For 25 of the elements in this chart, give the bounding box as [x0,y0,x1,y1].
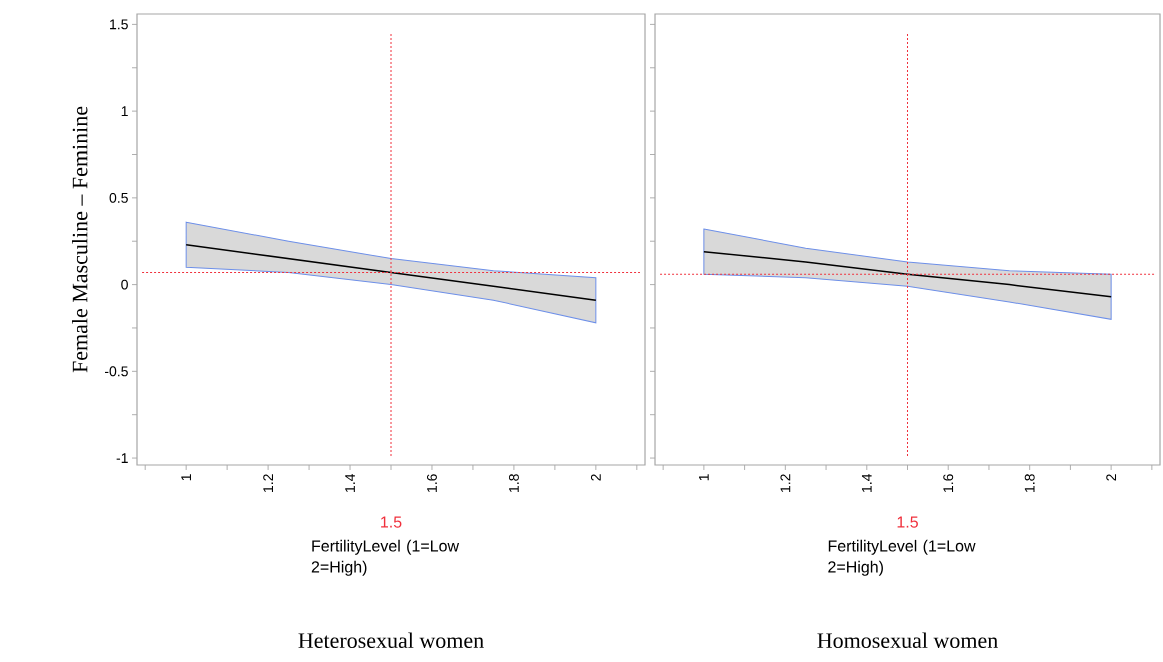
y-tick-label: 0 [121,279,128,290]
y-tick-label: 0.5 [109,192,128,203]
text: Homosexual women [817,632,998,649]
x-tick-label: 1.8 [1024,474,1035,492]
text: Heterosexual women [298,632,484,649]
x-axis-title: FertilityLevel (1=Low 2=High) [828,539,976,576]
y-tick-label: 1.5 [110,19,128,30]
x-tick-label: 1.4 [345,473,355,492]
y-axis-title: Female Masculine – Feminine [72,106,88,373]
x-tick-label: 1.4 [861,473,872,492]
y-tick-label: -0.5 [104,366,128,377]
ref-line-label: 1.5 [381,516,402,528]
x-tick-label: 1.2 [780,474,791,492]
x-tick-label: 1.6 [943,474,954,492]
x-tick-label: 1.6 [427,474,437,492]
x-axis-title: FertilityLevel (1=Low 2=High) [311,539,460,576]
x-tick-label: 1.2 [263,474,273,492]
x-tick-label: 1 [181,474,191,481]
ref-line-label: 1.5 [897,516,918,528]
x-tick-label: 2 [1106,474,1117,481]
x-tick-label: 1.8 [508,474,519,492]
x-tick-label: 1 [699,474,709,481]
y-tick-label: 1 [121,106,128,116]
y-tick-label: -1 [116,453,128,463]
x-tick-label: 2 [590,474,601,481]
